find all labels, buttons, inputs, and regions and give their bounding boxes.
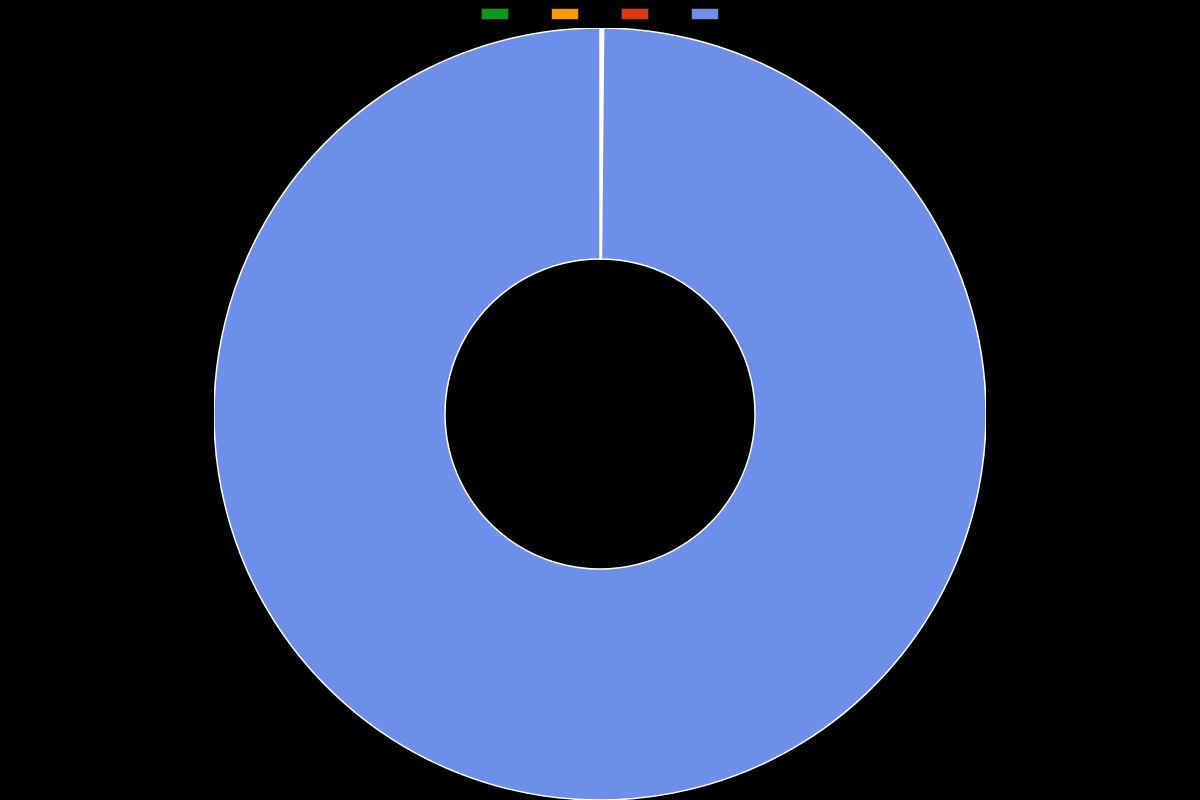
legend-swatch-2	[621, 8, 649, 20]
legend-swatch-1	[551, 8, 579, 20]
legend-item-3	[691, 8, 719, 20]
legend-swatch-0	[481, 8, 509, 20]
donut-svg	[214, 28, 986, 800]
legend-item-2	[621, 8, 649, 20]
legend-item-1	[551, 8, 579, 20]
legend-item-0	[481, 8, 509, 20]
legend-swatch-3	[691, 8, 719, 20]
donut-chart	[214, 28, 986, 800]
chart-legend	[481, 8, 719, 20]
